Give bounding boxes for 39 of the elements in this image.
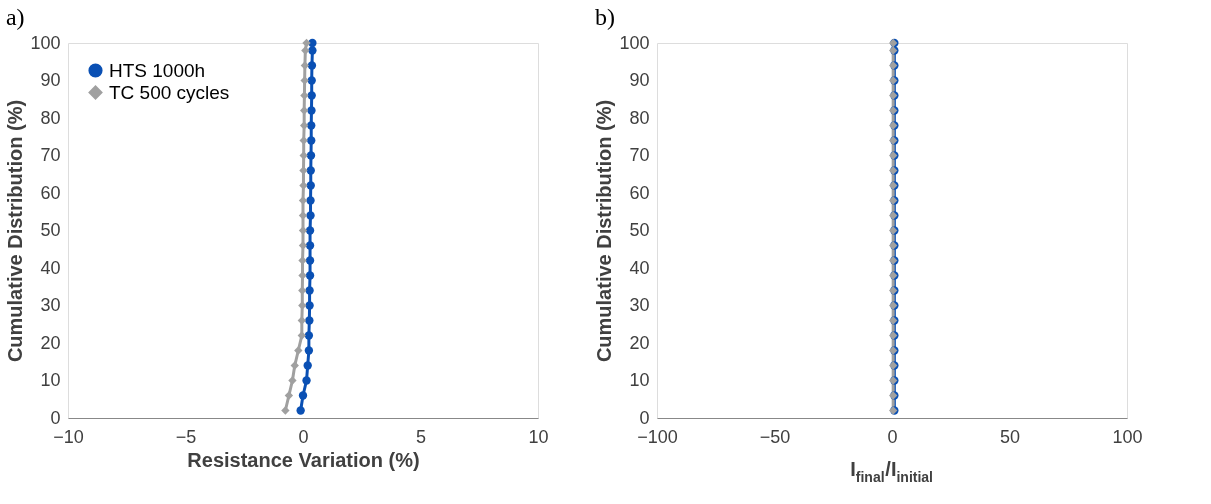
- x-tick-label: −10: [53, 426, 84, 447]
- y-tick-label: 90: [629, 70, 650, 90]
- y-axis-title: Cumulative Distribution (%): [4, 99, 27, 363]
- y-tick-label: 40: [40, 257, 61, 278]
- x-tick-label: 50: [999, 426, 1021, 447]
- x-tick-label: −50: [759, 426, 791, 447]
- y-tick-label: 60: [40, 182, 61, 203]
- y-tick-label: 10: [40, 370, 61, 390]
- y-tick-label: 10: [629, 370, 650, 390]
- y-tick-label: 100: [30, 32, 61, 53]
- y-tick-label: 40: [629, 257, 650, 278]
- legend-label: HTS 1000h: [109, 59, 206, 81]
- legend-label: TC 500 cycles: [109, 81, 230, 103]
- y-tick-label: 20: [40, 332, 61, 353]
- y-tick-label: 0: [639, 407, 650, 428]
- x-tick-label: −5: [175, 426, 197, 447]
- x-axis-title: Resistance Variation (%): [187, 448, 420, 471]
- y-tick-label: 30: [629, 295, 650, 315]
- y-tick-label: 100: [619, 32, 650, 53]
- y-tick-label: 50: [629, 220, 650, 240]
- y-tick-label: 50: [40, 220, 61, 240]
- x-tick-label: 100: [1112, 426, 1143, 447]
- y-tick-label: 90: [40, 70, 61, 90]
- y-axis-title: Cumulative Distribution (%): [593, 99, 616, 363]
- x-tick-label: 0: [298, 426, 309, 447]
- chart-title: a): [5, 4, 25, 30]
- y-tick-label: 60: [629, 182, 650, 203]
- x-tick-label: 5: [415, 426, 427, 447]
- x-tick-label: 10: [528, 426, 549, 447]
- y-tick-label: 70: [629, 145, 650, 165]
- y-tick-label: 0: [50, 407, 61, 428]
- y-tick-label: 20: [629, 332, 650, 353]
- y-tick-label: 30: [40, 295, 61, 315]
- x-tick-label: 0: [887, 426, 898, 447]
- chart-title: b): [594, 4, 615, 30]
- y-tick-label: 80: [40, 107, 61, 128]
- x-tick-label: −100: [637, 426, 678, 447]
- y-tick-label: 70: [40, 145, 61, 165]
- y-tick-label: 80: [629, 107, 650, 128]
